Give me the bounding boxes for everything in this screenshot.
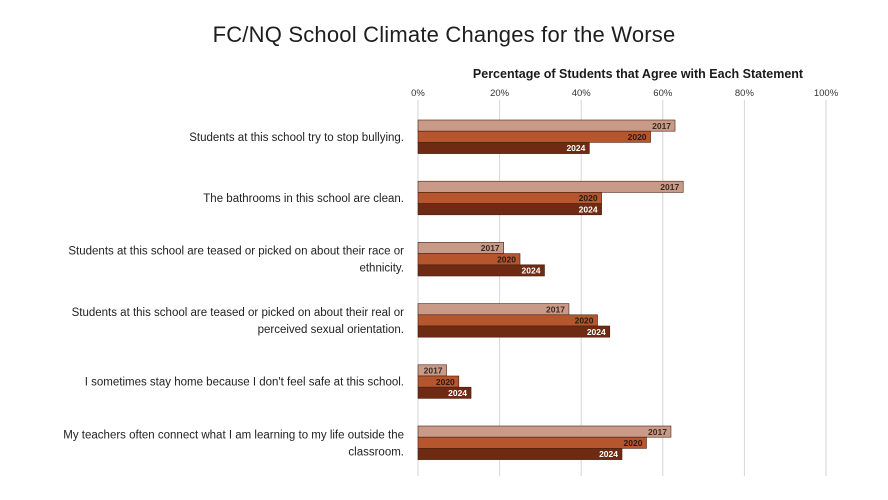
bar-2024 bbox=[417, 448, 623, 460]
bar-2017 bbox=[417, 119, 676, 132]
category-label-line: My teachers often connect what I am lear… bbox=[63, 429, 404, 441]
category-label-line: Students at this school try to stop bull… bbox=[189, 132, 404, 144]
bar-label-2020: 2020 bbox=[497, 254, 516, 264]
category-label: The bathrooms in this school are clean. bbox=[203, 193, 404, 205]
category-label: My teachers often connect what I am lear… bbox=[63, 429, 404, 458]
category-label: Students at this school try to stop bull… bbox=[189, 132, 404, 144]
bar-2024 bbox=[417, 386, 472, 399]
bar-label-2020: 2020 bbox=[628, 132, 647, 142]
bar-label-2024: 2024 bbox=[566, 143, 585, 153]
bar-label-2017: 2017 bbox=[660, 182, 679, 192]
bar-label-2024: 2024 bbox=[599, 449, 618, 459]
bar-label-2020: 2020 bbox=[575, 316, 594, 326]
category-label-line: Students at this school are teased or pi… bbox=[72, 307, 405, 319]
bar-2020 bbox=[417, 436, 647, 449]
category-label-line: perceived sexual orientation. bbox=[258, 324, 404, 336]
category-label: Students at this school are teased or pi… bbox=[68, 246, 404, 275]
bar-2020 bbox=[417, 192, 602, 204]
bar-label-2024: 2024 bbox=[522, 266, 541, 276]
bar-2024 bbox=[417, 264, 545, 277]
bar-label-2017: 2017 bbox=[648, 427, 667, 437]
bar-label-2020: 2020 bbox=[436, 377, 455, 387]
bar-label-2024: 2024 bbox=[448, 388, 467, 398]
x-tick-label: 0% bbox=[411, 88, 425, 99]
category-label-line: ethnicity. bbox=[359, 263, 404, 275]
bar-label-2020: 2020 bbox=[579, 193, 598, 203]
x-tick-label: 60% bbox=[653, 88, 673, 99]
bar-label-2024: 2024 bbox=[579, 204, 598, 214]
category-label-line: I sometimes stay home because I don't fe… bbox=[85, 377, 404, 389]
category-label-line: The bathrooms in this school are clean. bbox=[203, 193, 404, 205]
chart-title: FC/NQ School Climate Changes for the Wor… bbox=[212, 22, 676, 47]
x-tick-label: 20% bbox=[490, 88, 510, 99]
bar-2024 bbox=[417, 142, 590, 154]
bar-2024 bbox=[417, 203, 602, 216]
bar-2020 bbox=[417, 314, 598, 327]
category-label-line: classroom. bbox=[348, 446, 404, 458]
category-label-line: Students at this school are teased or pi… bbox=[68, 246, 404, 258]
category-label: I sometimes stay home because I don't fe… bbox=[85, 377, 404, 389]
bar-2024 bbox=[417, 325, 611, 338]
bar-label-2020: 2020 bbox=[624, 438, 643, 448]
bar-label-2017: 2017 bbox=[546, 304, 565, 314]
bar-2020 bbox=[417, 130, 651, 143]
bar-label-2017: 2017 bbox=[652, 121, 671, 131]
x-axis-title: Percentage of Students that Agree with E… bbox=[473, 67, 804, 81]
category-label: Students at this school are teased or pi… bbox=[72, 307, 405, 336]
bar-2017 bbox=[417, 180, 684, 193]
x-tick-label: 100% bbox=[814, 88, 839, 99]
bar-2017 bbox=[417, 425, 672, 438]
bar-label-2024: 2024 bbox=[587, 327, 606, 337]
x-tick-label: 40% bbox=[572, 88, 592, 99]
bar-label-2017: 2017 bbox=[481, 243, 500, 253]
x-tick-label: 80% bbox=[735, 88, 755, 99]
bar-label-2017: 2017 bbox=[424, 366, 443, 376]
